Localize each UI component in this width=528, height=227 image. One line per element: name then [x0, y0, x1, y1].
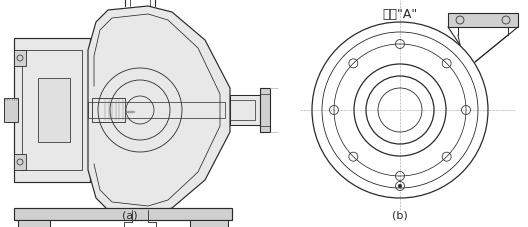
Polygon shape — [14, 208, 232, 220]
Polygon shape — [14, 154, 26, 170]
Polygon shape — [190, 220, 228, 227]
Text: (a): (a) — [122, 210, 138, 220]
Polygon shape — [4, 98, 18, 122]
Polygon shape — [14, 38, 90, 182]
Polygon shape — [88, 6, 230, 214]
Polygon shape — [18, 220, 50, 227]
Polygon shape — [230, 95, 260, 125]
Polygon shape — [14, 50, 26, 66]
Polygon shape — [260, 88, 270, 132]
Text: (b): (b) — [392, 210, 408, 220]
Polygon shape — [38, 78, 70, 142]
Polygon shape — [448, 13, 518, 27]
Circle shape — [398, 184, 402, 188]
Text: 矢視"A": 矢視"A" — [382, 7, 418, 20]
